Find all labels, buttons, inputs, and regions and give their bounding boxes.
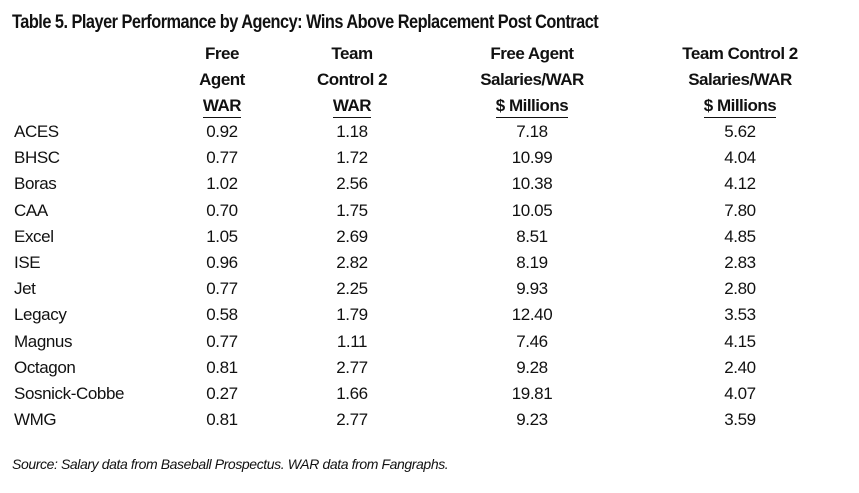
team-control-salary-war-cell: 2.80 xyxy=(724,279,756,299)
header-team-control-war: Team Control 2 WAR xyxy=(272,40,432,119)
team-control-salary-war-cell: 7.80 xyxy=(724,200,756,220)
free-agent-war-cell: 0.77 xyxy=(206,148,238,168)
header-line: $ Millions xyxy=(703,95,777,118)
team-control-war-cell: 1.18 xyxy=(336,122,368,142)
free-agent-salary-war-cell: 9.23 xyxy=(516,410,548,430)
free-agent-war-cell: 0.77 xyxy=(206,331,238,351)
team-control-salary-war-cell: 2.40 xyxy=(724,357,756,377)
free-agent-war-cell: 0.58 xyxy=(206,305,238,325)
header-line: $ Millions xyxy=(495,95,569,118)
free-agent-war-cell: 1.05 xyxy=(206,226,238,246)
header-line: WAR xyxy=(202,95,242,118)
team-control-war-cell: 1.75 xyxy=(336,200,368,220)
free-agent-salary-war-cell: 10.99 xyxy=(511,148,553,168)
free-agent-salary-war-cell: 10.38 xyxy=(511,174,553,194)
free-agent-war-cell: 0.96 xyxy=(206,253,238,273)
header-line: Salaries/WAR xyxy=(480,70,584,89)
source-note: Source: Salary data from Baseball Prospe… xyxy=(12,456,449,472)
agency-performance-table: Free Agent WAR Team Control 2 WAR Free A… xyxy=(12,40,848,433)
free-agent-salary-war-cell: 10.05 xyxy=(511,200,553,220)
free-agent-war-cell: 0.92 xyxy=(206,122,238,142)
team-control-salary-war-cell: 4.85 xyxy=(724,226,756,246)
table-row: Sosnick-Cobbe 0.27 1.66 19.81 4.07 xyxy=(12,381,848,407)
table-body: ACES 0.92 1.18 7.18 5.62 BHSC 0.77 1.72 10.99 4.0… xyxy=(12,119,848,433)
header-line: Salaries/WAR xyxy=(688,70,792,89)
agency-name: Octagon xyxy=(14,357,76,377)
team-control-war-cell: 1.79 xyxy=(336,305,368,325)
team-control-war-cell: 2.69 xyxy=(336,226,368,246)
free-agent-war-cell: 0.81 xyxy=(206,410,238,430)
header-line: Free xyxy=(205,44,239,63)
header-agency xyxy=(12,40,172,119)
agency-name: ACES xyxy=(14,122,59,142)
team-control-salary-war-cell: 4.15 xyxy=(724,331,756,351)
team-control-war-cell: 1.11 xyxy=(336,331,368,351)
team-control-war-cell: 1.72 xyxy=(336,148,368,168)
agency-name: Boras xyxy=(14,174,57,194)
header-line: Control 2 xyxy=(316,70,388,89)
table-row: Magnus 0.77 1.11 7.46 4.15 xyxy=(12,329,848,355)
table-title: Table 5. Player Performance by Agency: W… xyxy=(12,12,599,33)
table-row: BHSC 0.77 1.72 10.99 4.04 xyxy=(12,145,848,171)
header-team-control-salaries: Team Control 2 Salaries/WAR $ Millions xyxy=(632,40,848,119)
table-row: Boras 1.02 2.56 10.38 4.12 xyxy=(12,171,848,197)
header-line: Agent xyxy=(199,70,245,89)
header-row: Free Agent WAR Team Control 2 WAR Free A… xyxy=(12,40,848,119)
agency-name: Sosnick-Cobbe xyxy=(14,383,125,403)
agency-name: BHSC xyxy=(14,148,60,168)
header-line: Team xyxy=(331,44,373,63)
free-agent-war-cell: 1.02 xyxy=(206,174,238,194)
team-control-salary-war-cell: 4.12 xyxy=(724,174,756,194)
agency-name: Jet xyxy=(14,279,36,299)
free-agent-salary-war-cell: 7.46 xyxy=(516,331,548,351)
team-control-war-cell: 2.25 xyxy=(336,279,368,299)
free-agent-salary-war-cell: 8.51 xyxy=(516,226,548,246)
table-row: Octagon 0.81 2.77 9.28 2.40 xyxy=(12,355,848,381)
free-agent-salary-war-cell: 7.18 xyxy=(516,122,548,142)
agency-name: Magnus xyxy=(14,331,73,351)
team-control-salary-war-cell: 4.07 xyxy=(724,383,756,403)
team-control-salary-war-cell: 3.53 xyxy=(724,305,756,325)
free-agent-salary-war-cell: 8.19 xyxy=(516,253,548,273)
team-control-war-cell: 1.66 xyxy=(336,383,368,403)
table-row: Legacy 0.58 1.79 12.40 3.53 xyxy=(12,302,848,328)
table-row: Excel 1.05 2.69 8.51 4.85 xyxy=(12,224,848,250)
header-free-agent-salaries: Free Agent Salaries/WAR $ Millions xyxy=(432,40,632,119)
team-control-war-cell: 2.56 xyxy=(336,174,368,194)
team-control-salary-war-cell: 4.04 xyxy=(724,148,756,168)
team-control-salary-war-cell: 2.83 xyxy=(724,253,756,273)
table-row: ACES 0.92 1.18 7.18 5.62 xyxy=(12,119,848,145)
header-line: Free Agent xyxy=(490,44,574,63)
free-agent-war-cell: 0.27 xyxy=(206,383,238,403)
free-agent-war-cell: 0.81 xyxy=(206,357,238,377)
free-agent-salary-war-cell: 9.93 xyxy=(516,279,548,299)
header-line: WAR xyxy=(332,95,372,118)
agency-name: CAA xyxy=(14,200,48,220)
agency-name: ISE xyxy=(14,253,41,273)
table-row: CAA 0.70 1.75 10.05 7.80 xyxy=(12,198,848,224)
agency-name: Excel xyxy=(14,226,54,246)
free-agent-salary-war-cell: 12.40 xyxy=(511,305,553,325)
free-agent-salary-war-cell: 9.28 xyxy=(516,357,548,377)
team-control-war-cell: 2.77 xyxy=(336,357,368,377)
team-control-salary-war-cell: 5.62 xyxy=(724,122,756,142)
agency-name: Legacy xyxy=(14,305,67,325)
header-free-agent-war: Free Agent WAR xyxy=(172,40,272,119)
free-agent-salary-war-cell: 19.81 xyxy=(511,383,553,403)
table-row: Jet 0.77 2.25 9.93 2.80 xyxy=(12,276,848,302)
table-row: WMG 0.81 2.77 9.23 3.59 xyxy=(12,407,848,433)
free-agent-war-cell: 0.70 xyxy=(206,200,238,220)
team-control-salary-war-cell: 3.59 xyxy=(724,410,756,430)
table-row: ISE 0.96 2.82 8.19 2.83 xyxy=(12,250,848,276)
agency-name: WMG xyxy=(14,410,57,430)
free-agent-war-cell: 0.77 xyxy=(206,279,238,299)
team-control-war-cell: 2.77 xyxy=(336,410,368,430)
header-line: Team Control 2 xyxy=(682,44,798,63)
team-control-war-cell: 2.82 xyxy=(336,253,368,273)
